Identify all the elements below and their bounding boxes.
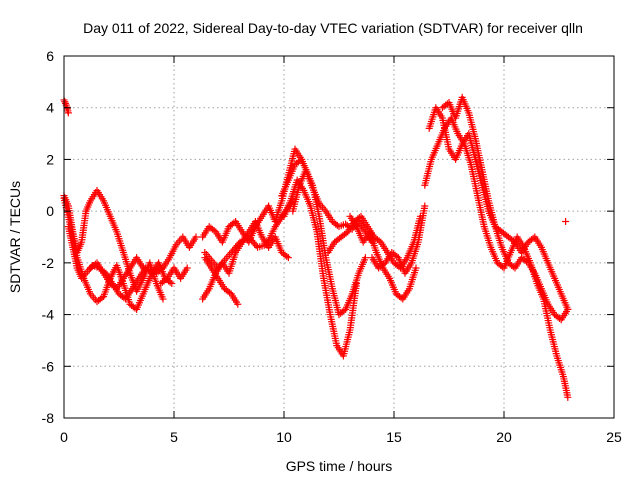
data-point-marker [556,314,564,322]
series-arc-t [438,93,572,324]
x-tick-label: 15 [386,429,402,445]
data-point-marker [210,227,218,235]
y-tick-label: -2 [42,255,55,271]
data-point-marker [361,254,369,262]
x-tick-label: 5 [170,429,178,445]
data-point-marker [111,283,119,291]
data-point-marker [564,305,572,313]
data-point-marker [421,202,429,210]
y-tick-label: 2 [46,151,54,167]
data-point-marker [61,99,69,107]
x-tick-label: 0 [60,429,68,445]
data-point-marker [139,264,147,272]
data-point-marker [192,233,200,241]
data-point-marker [509,237,517,245]
data-point-marker [98,294,106,302]
data-point-marker [248,236,256,244]
data-point-marker [146,268,154,276]
data-point-marker [230,245,238,253]
data-point-marker [159,295,167,303]
data-point-marker [120,294,128,302]
data-point-marker [375,237,383,245]
data-point-marker [81,271,89,279]
data-point-marker [564,393,572,401]
data-point-marker [412,264,420,272]
chart-title: Day 011 of 2022, Sidereal Day-to-day VTE… [83,20,583,36]
data-point-marker [529,234,537,242]
data-point-marker [509,263,517,271]
series-arc-s [425,104,572,313]
data-point-marker [380,260,388,268]
data-point-marker [523,258,531,266]
series-arc-u [562,217,570,225]
data-point-marker [252,242,260,250]
x-tick-label: 20 [496,429,512,445]
data-point-marker [342,229,350,237]
data-point-marker [162,276,170,284]
data-point-marker [235,240,243,248]
data-point-marker [355,214,363,222]
data-points [60,93,572,401]
series-arc-f [152,233,200,277]
data-point-marker [393,252,401,260]
y-tick-label: -8 [42,410,55,426]
data-point-marker [284,254,292,262]
series-arc-g [157,264,191,288]
data-point-marker [562,217,570,225]
data-point-marker [157,265,165,273]
y-axis-label: SDTVAR / TECUs [7,181,23,293]
data-point-marker [230,219,238,227]
series-arc-e [86,254,147,293]
data-point-marker [168,280,176,288]
series-arc-k [201,197,297,272]
series-arc-j [201,254,242,308]
x-axis-label: GPS time / hours [286,458,393,474]
series-arc-m [280,176,361,360]
data-point-marker [283,252,291,260]
data-point-marker [64,109,72,117]
series-arc-n [289,166,369,319]
x-tick-label: 25 [606,429,622,445]
series-arc-q [368,202,429,277]
y-tick-label: 6 [46,48,54,64]
series-arc-a [60,96,72,117]
y-tick-label: -6 [42,358,55,374]
data-point-marker [340,307,348,315]
plot-frame [63,55,615,419]
data-point-marker [61,98,69,106]
data-point-marker [183,264,191,272]
y-tick-label: 4 [46,100,54,116]
series-arc-r [421,114,572,401]
x-tick-label: 10 [276,429,292,445]
y-tick-label: -4 [42,307,55,323]
data-point-marker [91,260,99,268]
data-point-marker [226,289,234,297]
data-point-marker [166,278,174,286]
data-point-marker [234,300,242,308]
axis-ticks: 0 5 10 15 20 25 -8 -6 -4 -2 0 2 4 6 [42,48,622,445]
data-point-marker [397,294,405,302]
y-tick-label: 0 [46,203,54,219]
